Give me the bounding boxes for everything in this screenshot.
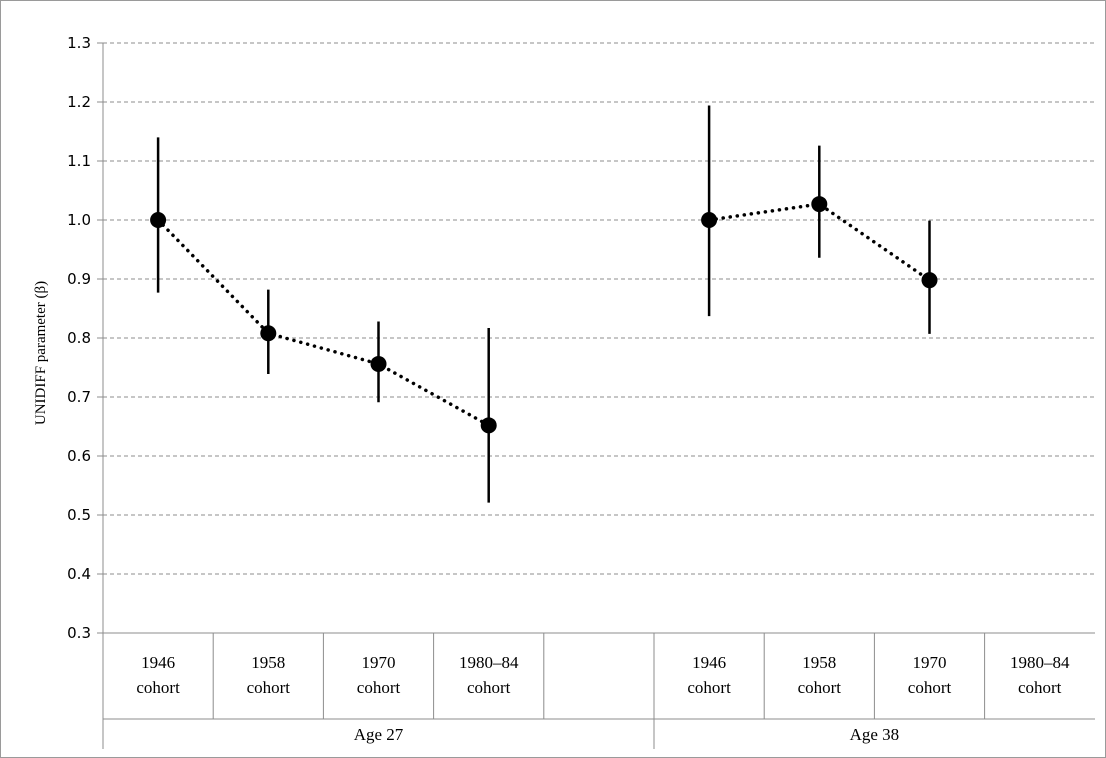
category-label: 1958 [251,653,285,672]
category-label: cohort [798,678,842,697]
category-label: cohort [247,678,291,697]
group-label: Age 38 [850,725,900,744]
y-tick-label: 0.6 [67,447,91,465]
grid-layer [103,42,1095,575]
series-connector [156,218,491,428]
category-label: cohort [357,678,401,697]
y-tick-label: 1.1 [67,152,91,170]
y-tick-label: 0.4 [67,565,91,583]
y-tick-label: 1.2 [67,93,91,111]
data-point [260,325,277,342]
data-point [701,212,718,228]
category-label: 1946 [141,653,175,672]
data-point [480,417,497,434]
category-label: cohort [467,678,511,697]
axis-layer: 0.3 0.4 0.5 0.6 0.7 0.8 0.9 1.0 1.1 1.2 1.3 1946 coh… [67,34,1095,749]
y-tick-label: 1.3 [67,34,91,52]
data-point [811,196,828,213]
category-label: cohort [136,678,180,697]
category-label: 1970 [362,653,396,672]
data-point [150,212,167,228]
y-tick-label: 0.8 [67,329,91,347]
series-layer [150,105,938,503]
category-label: 1980–84 [459,653,519,672]
y-tick-label: 0.9 [67,270,91,288]
category-label: 1980–84 [1010,653,1070,672]
category-label: 1958 [802,653,836,672]
y-tick-label: 0.7 [67,388,91,406]
data-point [921,272,938,289]
y-tick-label: 0.5 [67,506,91,524]
group-label: Age 27 [354,725,404,744]
category-label: 1970 [913,653,947,672]
category-label: cohort [687,678,731,697]
y-tick-label: 1.0 [67,211,91,229]
y-axis-title: UNIDIFF parameter (β) [33,281,49,425]
series-connector [707,202,932,282]
category-label: 1946 [692,653,726,672]
category-label: cohort [1018,678,1062,697]
y-tick-label: 0.3 [67,624,91,642]
category-label: cohort [908,678,952,697]
data-point [370,355,387,372]
